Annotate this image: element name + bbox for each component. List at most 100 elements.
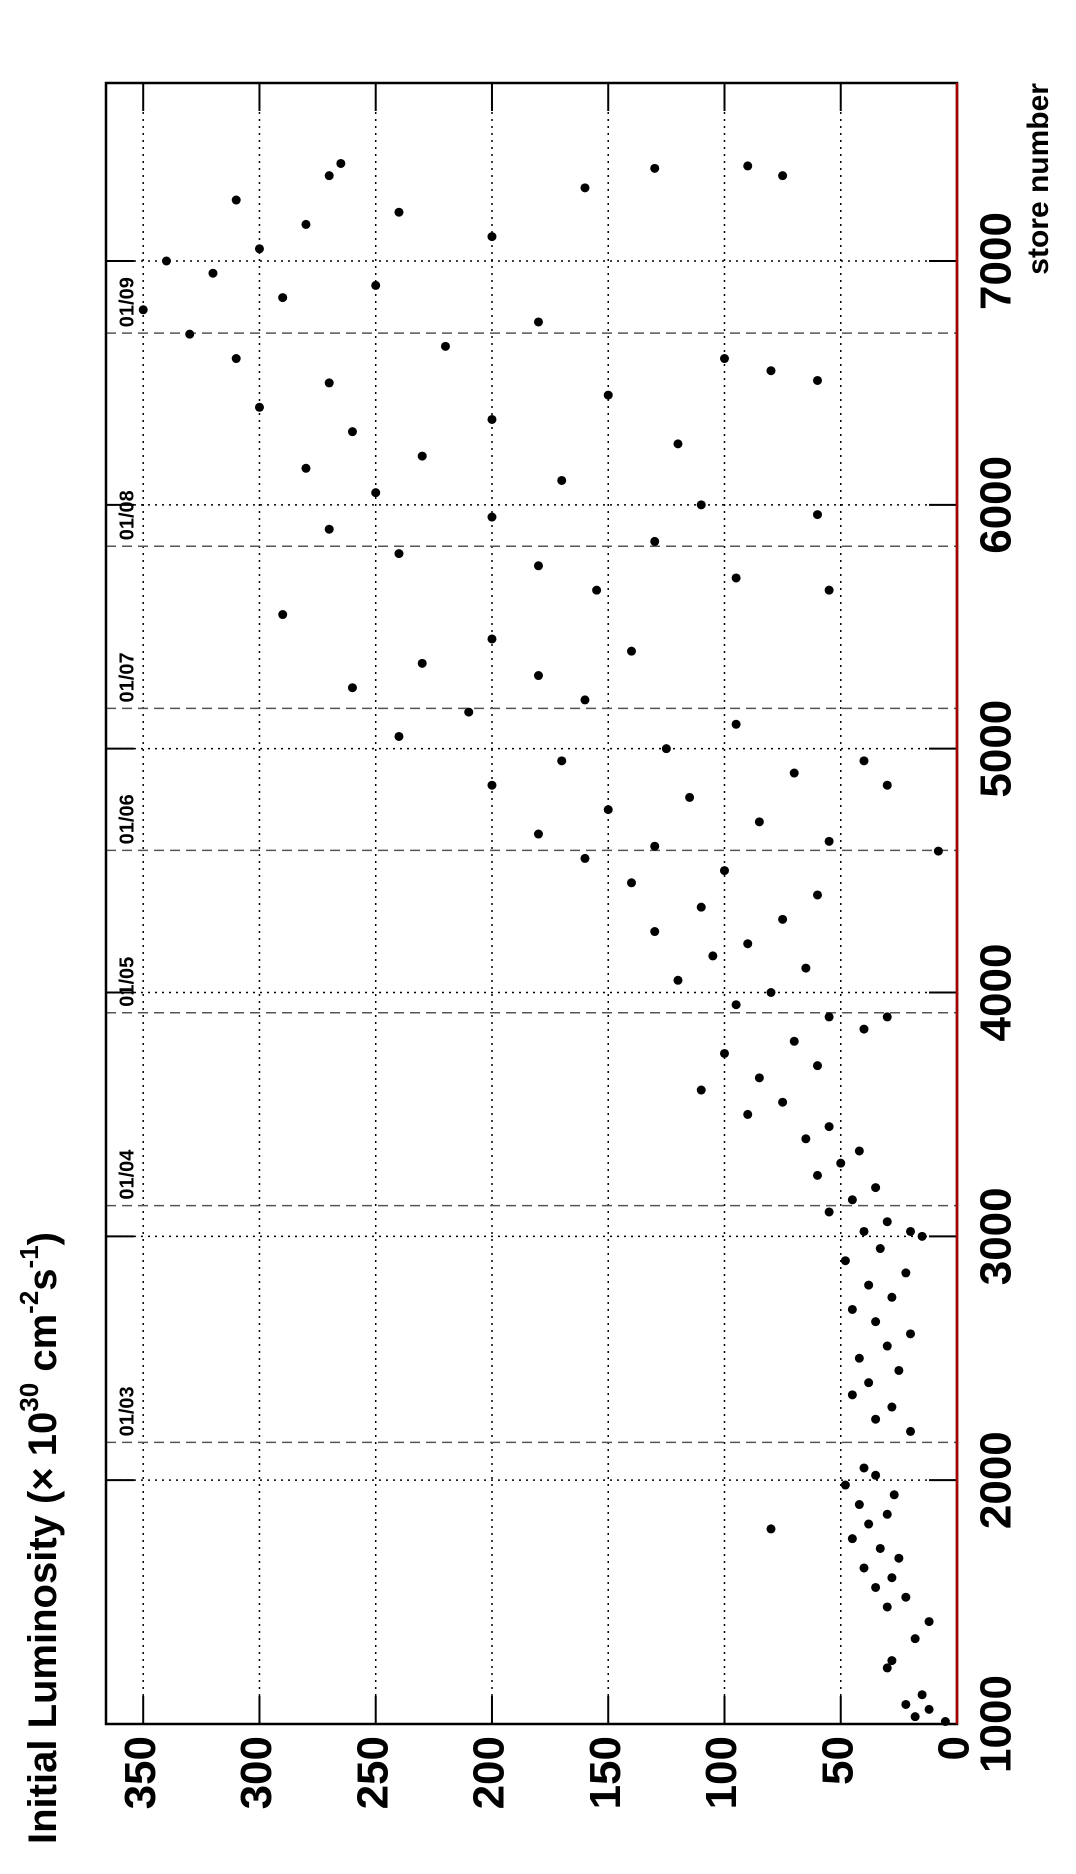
point [231,354,241,364]
point [394,549,404,559]
point [417,658,427,668]
point [533,829,543,839]
point [812,1061,822,1071]
point [894,1553,904,1563]
point [731,719,741,729]
point [859,756,869,766]
point [859,1024,869,1034]
point [580,695,590,705]
x-tick-label: 7000 [972,212,1021,310]
x-tick-label: 1000 [972,1675,1021,1773]
point [719,1048,729,1058]
point [901,1592,911,1602]
point [859,1463,869,1473]
point [889,1490,899,1500]
y-tick-label: 0 [930,1736,979,1760]
point [778,171,788,181]
point [824,1207,834,1217]
point [278,293,288,303]
point [487,780,497,790]
label-part: Initial Luminosity (× 10 [21,1412,65,1844]
point [924,1617,934,1627]
point [812,890,822,900]
point [887,1656,897,1666]
point [905,1329,915,1339]
point [854,1500,864,1510]
y-axis-label: Initial Luminosity (× 1030 cm-2s-1) [14,1232,65,1844]
point [673,439,683,449]
point [864,1378,874,1388]
point [719,354,729,364]
point [812,510,822,520]
point [336,158,346,168]
point [871,1582,881,1592]
rotated-chart: Initial Luminosity (× 1030 cm-2s-1) stor… [14,81,1055,1844]
x-tick-label: 6000 [972,456,1021,554]
point [743,939,753,949]
x-tick-label: 5000 [972,700,1021,798]
point [864,1519,874,1529]
point [854,1146,864,1156]
point [882,780,892,790]
point [324,378,334,388]
point [840,1480,850,1490]
point [487,414,497,424]
point [580,853,590,863]
point [887,1573,897,1583]
point [824,1012,834,1022]
point [864,1280,874,1290]
point [696,500,706,510]
point [580,183,590,193]
point [208,268,218,278]
point [673,975,683,985]
point [875,1244,885,1254]
point [847,1390,857,1400]
point [603,390,613,400]
point [301,463,311,473]
point [905,1226,915,1236]
point [138,305,148,315]
point [661,744,671,754]
point [626,646,636,656]
point [708,951,718,961]
point [812,1170,822,1180]
point [824,836,834,846]
point [347,427,357,437]
point [464,707,474,717]
point [840,1256,850,1266]
point [789,1036,799,1046]
point [871,1470,881,1480]
x-tick-label: 2000 [972,1431,1021,1529]
y-tick-label: 100 [697,1736,746,1809]
y-tick-label: 200 [465,1736,514,1809]
point [371,488,381,498]
label-part: s [21,1268,65,1290]
point [650,536,660,546]
point [324,524,334,534]
y-tick-label: 350 [116,1736,165,1809]
point [487,634,497,644]
x-axis-label: store number [1022,83,1055,275]
point [766,366,776,376]
point [371,280,381,290]
point [487,512,497,522]
point [533,317,543,327]
point [743,161,753,171]
point [301,219,311,229]
point [871,1183,881,1193]
point [789,768,799,778]
point [882,1012,892,1022]
point [347,683,357,693]
point [801,963,811,973]
point [766,1524,776,1534]
point [754,817,764,827]
point [731,1000,741,1010]
y-tick-label: 250 [348,1736,397,1809]
point [440,341,450,351]
date-label: 01/05 [116,957,138,1007]
point [917,1231,927,1241]
point [731,573,741,583]
label-superscript: -2 [14,1291,44,1314]
point [882,1509,892,1519]
point [910,1712,920,1722]
